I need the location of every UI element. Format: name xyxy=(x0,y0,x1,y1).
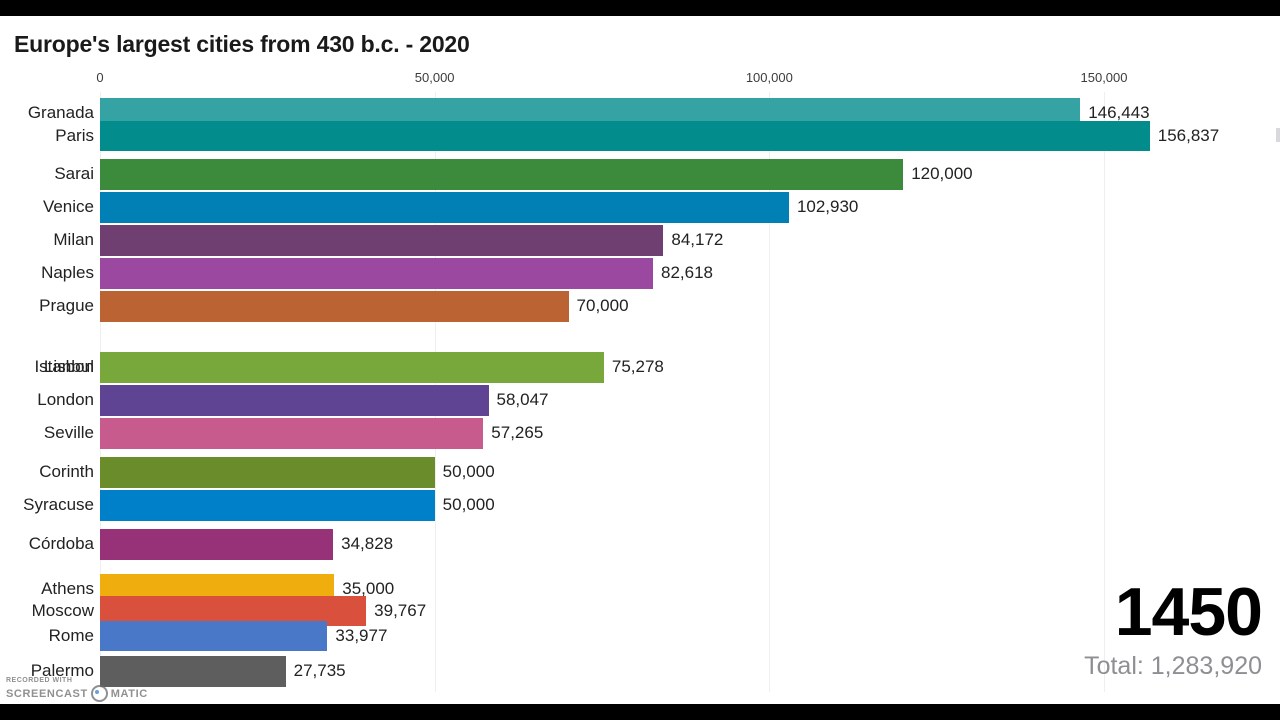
chart-bar-row: Corinth 50,000 xyxy=(0,457,1280,488)
watermark-brand-right-label: MATIC xyxy=(110,687,148,700)
bar-category-label: Milan xyxy=(53,230,94,249)
bar-value-label: 70,000 xyxy=(576,296,629,315)
bar-category-label: Moscow xyxy=(31,601,94,620)
bar-category-label: Athens xyxy=(41,579,94,598)
bar-value-label: 82,618 xyxy=(660,263,713,282)
bar-category-label: Venice xyxy=(42,197,94,216)
bar-category-label: Seville xyxy=(43,423,94,442)
bar-value-label: 35,000 xyxy=(342,579,395,598)
chart-bar-row: Palermo 27,735 xyxy=(0,656,1280,687)
bar-value-label: 39,767 xyxy=(374,601,427,620)
bar-category-label: Córdoba xyxy=(28,534,94,553)
bar-category-label: Rome xyxy=(48,626,94,645)
bar-value-label: 27,735 xyxy=(293,661,346,680)
watermark-brand: SCREENCAST MATIC xyxy=(6,685,148,702)
chart-bar-row: Paris 156,837 xyxy=(0,121,1280,151)
bar xyxy=(100,352,604,383)
bar-value-label: 34,828 xyxy=(341,534,394,553)
chart-bar-row: Córdoba 34,828 xyxy=(0,529,1280,560)
screencast-o-matic-watermark: RECORDED WITH SCREENCAST MATIC xyxy=(6,677,148,702)
chart-bar-row: Rome 33,977 xyxy=(0,621,1280,651)
bar xyxy=(100,529,334,560)
x-axis-tick-label: 0 xyxy=(96,70,104,85)
bar-value-label: 84,172 xyxy=(671,230,724,249)
bar xyxy=(100,418,484,449)
bar xyxy=(100,159,904,190)
x-axis-tick-label: 50,000 xyxy=(414,70,455,85)
record-dot-icon xyxy=(90,685,108,702)
chart-bar-row: Sarai 120,000 xyxy=(0,159,1280,190)
bar-value-label: 57,265 xyxy=(491,423,544,442)
bar-category-label: Corinth xyxy=(39,462,94,481)
watermark-recorded-with-label: RECORDED WITH xyxy=(6,677,73,684)
bar xyxy=(100,385,489,416)
page-title: Europe's largest cities from 430 b.c. - … xyxy=(14,31,470,57)
bar-category-label: Prague xyxy=(39,296,94,315)
bar-value-label: 33,977 xyxy=(335,626,388,645)
bar xyxy=(100,457,435,488)
bar-category-label: Syracuse xyxy=(23,495,94,514)
watermark-brand-left-label: SCREENCAST xyxy=(6,687,88,700)
offscreen-bar-edge-marker xyxy=(1276,128,1280,142)
x-axis-tick-label: 100,000 xyxy=(745,70,793,85)
bar xyxy=(100,192,789,223)
chart-bar-row: Seville 57,265 xyxy=(0,418,1280,449)
bar-value-label: 50,000 xyxy=(442,495,495,514)
chart-bar-row: Syracuse 50,000 xyxy=(0,490,1280,521)
bar-category-label: Granada xyxy=(27,103,94,122)
bar xyxy=(100,225,664,256)
bar xyxy=(100,656,286,687)
bar xyxy=(100,291,569,322)
bar xyxy=(100,258,653,289)
chart-bar-row: Venice 102,930 xyxy=(0,192,1280,223)
gridline xyxy=(769,92,771,692)
chart-bar-row: Lisbon 75,278 xyxy=(0,352,1280,383)
x-axis-tick-label: 150,000 xyxy=(1080,70,1128,85)
bar-value-label: 102,930 xyxy=(796,197,859,216)
chart-bar-row: Prague 70,000 xyxy=(0,291,1280,322)
bar-value-label: 75,278 xyxy=(611,357,664,376)
year-counter: 1450 xyxy=(1114,574,1263,650)
bar-value-label: 50,000 xyxy=(442,462,495,481)
bar xyxy=(100,490,435,521)
letterbox-top xyxy=(0,0,1280,16)
bar-category-label: Istanbul xyxy=(34,357,94,376)
bar-value-label: 58,047 xyxy=(496,390,549,409)
chart-bar-row: Naples 82,618 xyxy=(0,258,1280,289)
gridline xyxy=(1104,92,1105,692)
bar-category-label: Lisbon xyxy=(43,357,94,376)
chart-bar-row: London 58,047 xyxy=(0,385,1280,416)
bar-category-label: Palermo xyxy=(30,661,94,680)
chart-bar-row: Milan 84,172 xyxy=(0,225,1280,256)
bar-category-label: Paris xyxy=(55,126,94,145)
bar-category-label: Sarai xyxy=(54,164,94,183)
bar xyxy=(100,621,328,651)
bar-category-label: Naples xyxy=(41,263,94,282)
bar-category-label: London xyxy=(37,390,94,409)
total-counter: Total: 1,283,920 xyxy=(1084,651,1262,680)
letterbox-bottom xyxy=(0,704,1280,720)
bar-value-label: 146,443 xyxy=(1088,103,1150,122)
bar xyxy=(100,121,1150,151)
bar-value-label: 120,000 xyxy=(911,164,973,183)
bar-value-label: 156,837 xyxy=(1157,126,1220,145)
